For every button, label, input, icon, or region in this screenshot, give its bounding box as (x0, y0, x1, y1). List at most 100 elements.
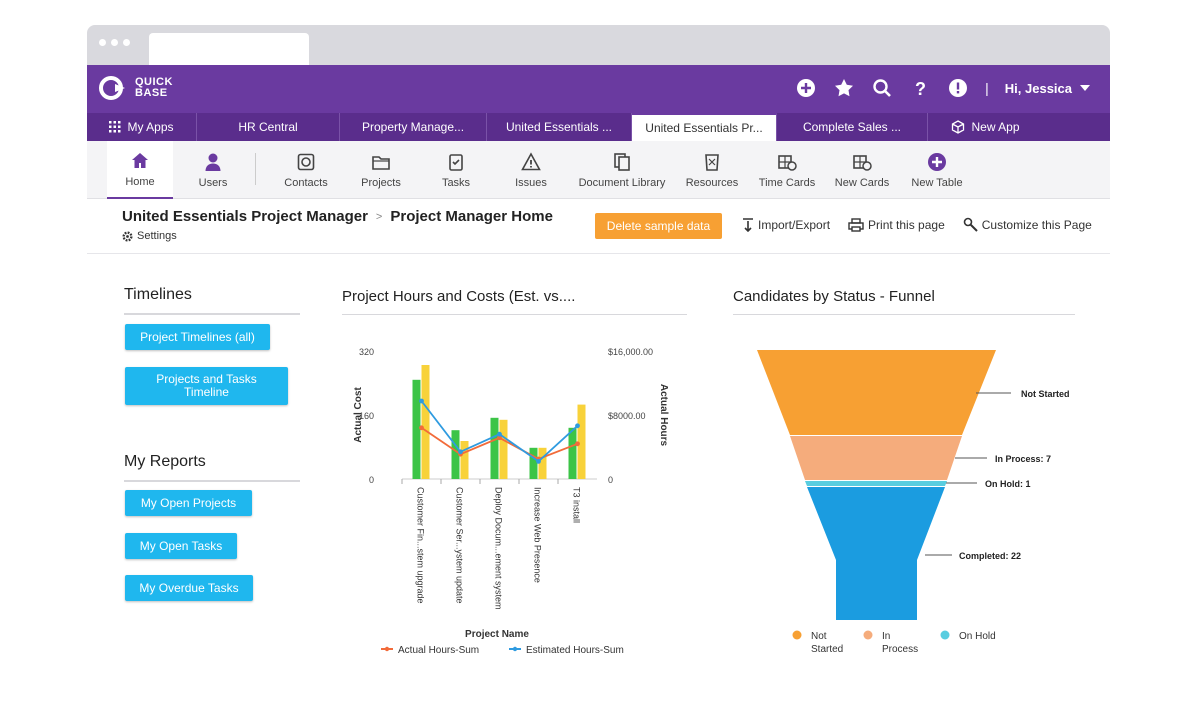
timelines-underline (124, 313, 300, 315)
legend-label: On Hold (959, 631, 996, 642)
legend-marker (940, 630, 950, 640)
user-icon (205, 153, 221, 171)
star-icon[interactable] (833, 77, 855, 99)
tab-complete-sales[interactable]: Complete Sales ... (777, 113, 928, 141)
wrench-icon (963, 217, 978, 232)
tab-united-essentials-pr[interactable]: United Essentials Pr... (632, 113, 777, 141)
legend-label: In (882, 631, 890, 642)
browser-frame: QUICK BASE ? | Hi, Jessica (87, 25, 1110, 709)
y-tick-label: 0 (369, 475, 374, 485)
toolbar-new-table[interactable]: New Table (902, 141, 972, 199)
bar-chart-title: Project Hours and Costs (Est. vs.... (342, 288, 576, 305)
bar (421, 365, 430, 479)
bar (538, 447, 547, 479)
funnel-stage-completed (807, 487, 945, 620)
my-open-tasks-button[interactable]: My Open Tasks (125, 533, 237, 559)
header-divider (87, 253, 1110, 254)
quickbase-logo[interactable]: QUICK BASE (99, 74, 173, 102)
legend-point-marker (512, 646, 518, 652)
chevron-down-icon (1080, 85, 1090, 91)
line-point (419, 425, 424, 431)
import-export-link[interactable]: Import/Export (742, 217, 830, 232)
funnel-data-label: Completed: 22 (959, 551, 1021, 561)
print-page-link[interactable]: Print this page (848, 217, 945, 232)
time-cards-icon (778, 154, 797, 171)
legend-label: Estimated Hours-Sum (526, 645, 624, 655)
quickbase-logo-icon (99, 76, 125, 100)
home-icon (132, 152, 148, 168)
user-name: Hi, Jessica (1004, 80, 1072, 96)
app-tabs: My Apps HR Central Property Manage... Un… (87, 113, 1110, 141)
alert-icon[interactable] (947, 77, 969, 99)
toolbar-contacts[interactable]: Contacts (271, 141, 341, 199)
legend-marker (792, 630, 802, 640)
toolbar-separator (255, 153, 256, 185)
page-title: Project Manager Home (390, 208, 553, 225)
window-dots (99, 39, 130, 46)
projects-tasks-timeline-button[interactable]: Projects and Tasks Timeline (125, 367, 288, 405)
funnel-data-label: Not Started (1021, 389, 1070, 399)
bar (577, 404, 586, 479)
grid-icon (109, 121, 121, 133)
folder-icon (372, 155, 390, 170)
reports-underline (124, 480, 300, 482)
toolbar-tasks[interactable]: Tasks (421, 141, 491, 199)
toolbar-time-cards[interactable]: Time Cards (752, 141, 822, 199)
help-icon[interactable]: ? (909, 77, 931, 99)
breadcrumb-app[interactable]: United Essentials Project Manager (122, 208, 368, 225)
toolbar-resources[interactable]: Resources (677, 141, 747, 199)
toolbar-users[interactable]: Users (180, 141, 246, 199)
line-point (575, 441, 580, 447)
tab-united-essentials-1[interactable]: United Essentials ... (487, 113, 632, 141)
tab-my-apps[interactable]: My Apps (87, 113, 197, 141)
svg-text:?: ? (915, 79, 926, 98)
toolbar-projects[interactable]: Projects (346, 141, 416, 199)
delete-sample-data-button[interactable]: Delete sample data (595, 213, 722, 239)
y-tick-label: 320 (359, 347, 374, 357)
funnel-stage-on-hold (805, 481, 947, 486)
add-icon[interactable] (795, 77, 817, 99)
legend-label: Not (811, 631, 827, 642)
line-point (497, 431, 502, 437)
print-icon (848, 217, 864, 232)
legend-point-marker (384, 646, 390, 652)
toolbar-home[interactable]: Home (107, 141, 173, 199)
funnel-stage-not-started (757, 350, 996, 435)
toolbar-document-library[interactable]: Document Library (574, 141, 670, 199)
toolbar-issues[interactable]: Issues (496, 141, 566, 199)
page-actions: Import/Export Print this page Customize … (742, 217, 1092, 232)
funnel-chart-title: Candidates by Status - Funnel (733, 288, 935, 305)
tab-hr-central[interactable]: HR Central (197, 113, 340, 141)
logo-line2: BASE (135, 87, 168, 99)
y-axis-label: Actual Cost (353, 387, 364, 443)
my-open-projects-button[interactable]: My Open Projects (125, 490, 252, 516)
documents-icon (614, 152, 630, 171)
my-overdue-tasks-button[interactable]: My Overdue Tasks (125, 575, 253, 601)
tab-new-app[interactable]: New App (928, 113, 1043, 141)
project-timelines-button[interactable]: Project Timelines (all) (125, 324, 270, 350)
x-tick-label: Customer Fin...stem upgrade (416, 487, 426, 604)
user-menu[interactable]: Hi, Jessica (1005, 81, 1090, 96)
bar-chart-underline (342, 314, 687, 315)
legend-label: Started (811, 644, 843, 655)
new-cards-icon (853, 154, 872, 171)
tab-property-manager[interactable]: Property Manage... (340, 113, 487, 141)
x-tick-label: Deploy Docum...ement system (494, 487, 504, 610)
x-tick-label: Increase Web Presence (533, 487, 543, 583)
legend-marker (863, 630, 873, 640)
toolbar-new-cards[interactable]: New Cards (827, 141, 897, 199)
customize-page-link[interactable]: Customize this Page (963, 217, 1092, 232)
x-axis-label: Project Name (465, 629, 529, 640)
table-toolbar: Home Users Contacts Projects Tasks Issue… (87, 141, 1110, 199)
search-icon[interactable] (871, 77, 893, 99)
breadcrumb: United Essentials Project Manager > Proj… (122, 208, 553, 225)
y2-tick-label: $8000.00 (608, 411, 646, 421)
bar (412, 379, 421, 479)
browser-tab[interactable] (149, 33, 309, 65)
settings-link[interactable]: Settings (122, 230, 177, 242)
timelines-heading: Timelines (124, 286, 192, 303)
bar-chart: 320 160 0 $16,000.00 $8000.00 0 Actual Cost Act… (353, 347, 669, 655)
tasks-icon (449, 153, 463, 171)
bar (451, 430, 460, 479)
funnel-data-label: In Process: 7 (995, 454, 1051, 464)
